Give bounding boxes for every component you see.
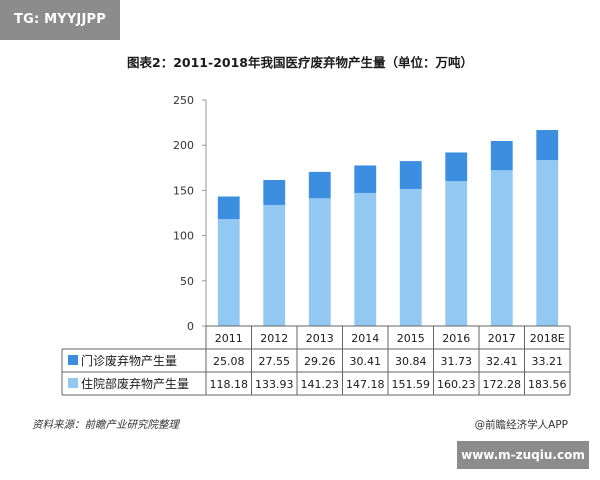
bar-inpatient: [308, 198, 331, 326]
legend-label-inpatient: 住院部废弃物产生量: [81, 376, 189, 391]
x-tick-label: 2015: [397, 332, 425, 345]
x-tick-label: 2012: [260, 332, 288, 345]
bar-inpatient: [217, 219, 240, 326]
brand-credit: @前瞻经济学人APP: [474, 419, 568, 431]
data-label-inpatient: 147.18: [346, 378, 385, 391]
stacked-bar-chart: 0 50 100 150 200 250 2011 2012 2013 2014 2015 2016 2…: [61, 94, 571, 396]
x-tick-label: 2017: [488, 332, 516, 345]
bar-outpatient: [536, 130, 559, 161]
bar-outpatient: [308, 171, 331, 199]
bar-inpatient: [445, 181, 468, 326]
data-label-inpatient: 151.59: [392, 378, 431, 391]
y-tick-label: 250: [173, 94, 194, 107]
data-label-outpatient: 31.73: [441, 355, 473, 368]
channel-badge: TG: MYYJJPP: [0, 0, 120, 40]
data-label-inpatient: 118.18: [210, 378, 249, 391]
data-label-outpatient: 30.84: [395, 355, 427, 368]
y-tick-label: 100: [173, 230, 194, 243]
site-watermark: www.m-zuqiu.com: [457, 441, 589, 469]
y-tick-label: 0: [187, 320, 194, 333]
bar-inpatient: [536, 160, 559, 326]
bar-inpatient: [263, 204, 286, 326]
data-label-inpatient: 183.56: [528, 378, 567, 391]
data-label-outpatient: 30.41: [350, 355, 382, 368]
data-label-outpatient: 25.08: [213, 355, 245, 368]
x-tick-label: 2014: [351, 332, 379, 345]
bar-outpatient: [354, 165, 377, 193]
x-tick-label: 2016: [442, 332, 470, 345]
bar-inpatient: [490, 170, 513, 326]
x-tick-label: 2018E: [530, 332, 565, 345]
legend-swatch-outpatient: [68, 355, 78, 365]
data-label-inpatient: 141.23: [301, 378, 340, 391]
data-label-inpatient: 172.28: [483, 378, 522, 391]
chart-title: 图表2：2011-2018年我国医疗废弃物产生量（单位：万吨）: [127, 55, 473, 70]
bar-inpatient: [354, 192, 377, 326]
data-label-inpatient: 160.23: [437, 378, 476, 391]
data-label-outpatient: 33.21: [532, 355, 564, 368]
data-label-outpatient: 27.55: [259, 355, 291, 368]
y-tick-label: 150: [173, 184, 194, 197]
bar-inpatient: [399, 188, 422, 326]
bar-outpatient: [263, 180, 286, 205]
source-note: 资料来源：前瞻产业研究院整理: [32, 419, 179, 431]
data-label-outpatient: 32.41: [486, 355, 518, 368]
bar-outpatient: [490, 140, 513, 171]
legend-label-outpatient: 门诊废弃物产生量: [81, 353, 177, 368]
bar-outpatient: [445, 152, 468, 182]
y-tick-label: 200: [173, 139, 194, 152]
data-label-outpatient: 29.26: [304, 355, 336, 368]
x-tick-label: 2013: [306, 332, 334, 345]
x-tick-label: 2011: [215, 332, 243, 345]
bar-outpatient: [399, 161, 422, 189]
data-label-inpatient: 133.93: [255, 378, 294, 391]
legend-swatch-inpatient: [68, 378, 78, 388]
bar-outpatient: [217, 196, 240, 220]
y-tick-label: 50: [180, 275, 194, 288]
